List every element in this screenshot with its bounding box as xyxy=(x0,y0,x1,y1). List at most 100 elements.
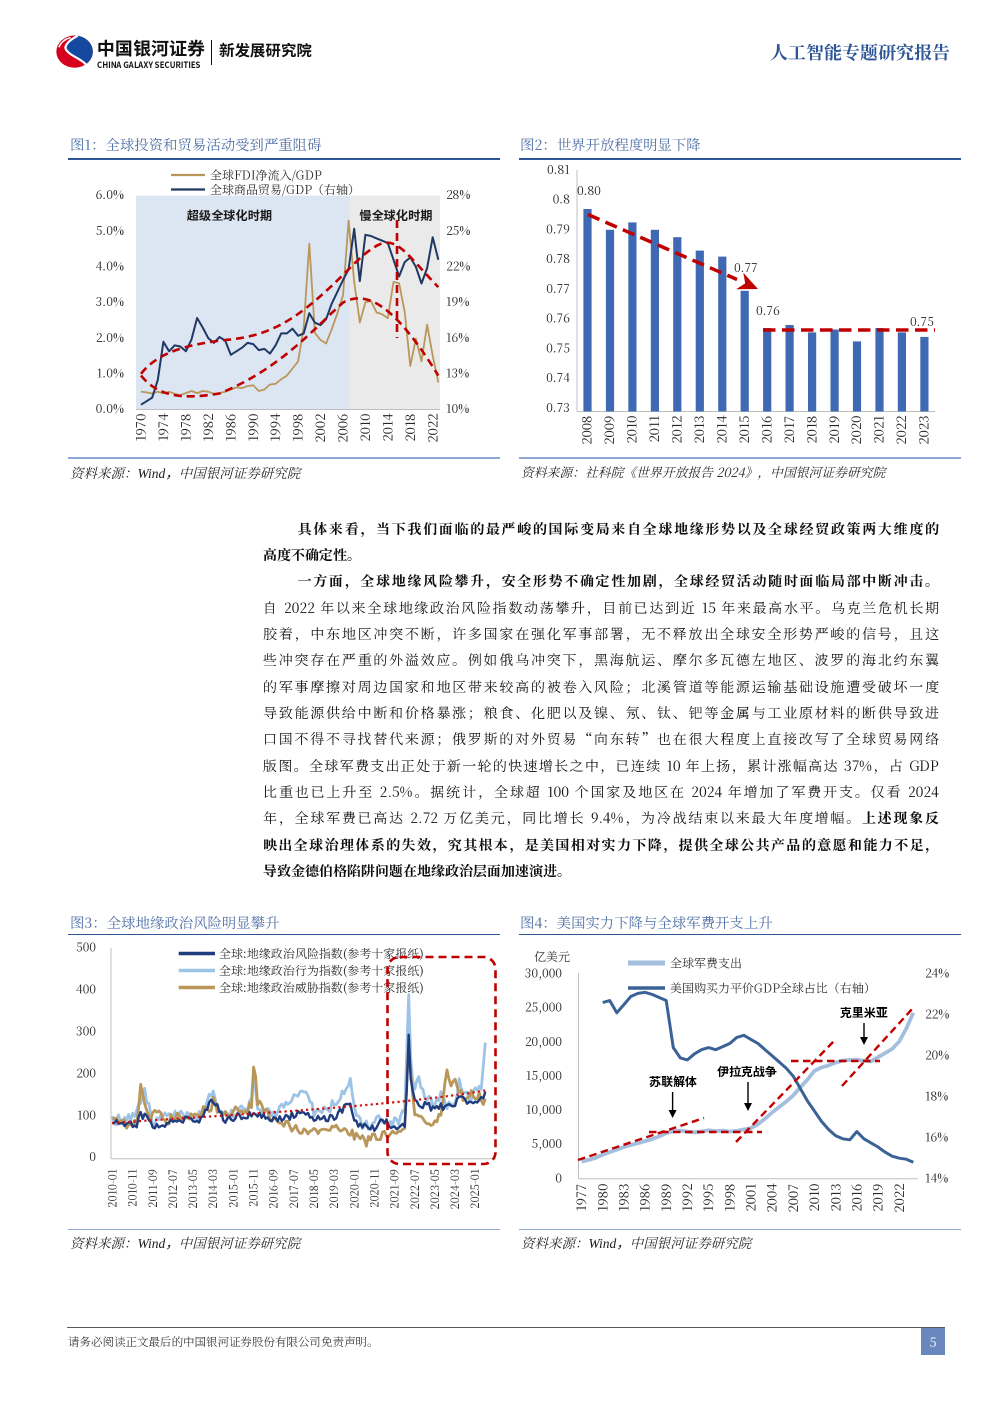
svg-text:2019-03: 2019-03 xyxy=(326,1169,342,1208)
svg-text:慢全球化时期: 慢全球化时期 xyxy=(359,206,432,224)
svg-text:0: 0 xyxy=(555,1169,562,1186)
svg-text:0.77: 0.77 xyxy=(546,280,570,297)
svg-text:1998: 1998 xyxy=(288,414,307,442)
svg-text:3.0%: 3.0% xyxy=(96,293,124,310)
svg-text:0.78: 0.78 xyxy=(546,250,570,267)
svg-text:6.0%: 6.0% xyxy=(96,186,124,203)
svg-text:1978: 1978 xyxy=(176,414,195,442)
svg-text:2014: 2014 xyxy=(377,413,396,442)
svg-text:24%: 24% xyxy=(925,964,949,981)
svg-text:1.0%: 1.0% xyxy=(97,364,124,381)
svg-text:2014-03: 2014-03 xyxy=(205,1169,221,1208)
svg-text:1983: 1983 xyxy=(614,1184,633,1212)
svg-text:全球:地缘政治威胁指数(参考十家报纸): 全球:地缘政治威胁指数(参考十家报纸) xyxy=(219,979,424,996)
svg-text:2024-03: 2024-03 xyxy=(447,1169,463,1209)
svg-text:1995: 1995 xyxy=(698,1184,717,1212)
svg-text:0: 0 xyxy=(89,1148,96,1165)
svg-text:2021-09: 2021-09 xyxy=(387,1169,403,1208)
svg-text:2023-05: 2023-05 xyxy=(427,1169,443,1209)
svg-text:2013-05: 2013-05 xyxy=(185,1169,201,1208)
svg-text:2010: 2010 xyxy=(804,1184,823,1212)
svg-text:300: 300 xyxy=(76,1022,96,1039)
svg-text:2017-07: 2017-07 xyxy=(286,1169,302,1208)
svg-text:2004: 2004 xyxy=(762,1183,781,1213)
svg-text:2022: 2022 xyxy=(422,414,441,443)
svg-text:2008: 2008 xyxy=(577,416,596,445)
svg-text:2009: 2009 xyxy=(599,416,618,445)
svg-text:2015-11: 2015-11 xyxy=(246,1169,262,1207)
svg-text:2018: 2018 xyxy=(400,414,419,442)
svg-text:16%: 16% xyxy=(925,1128,948,1145)
svg-text:2011: 2011 xyxy=(644,416,663,443)
svg-text:2022: 2022 xyxy=(891,416,910,445)
svg-text:1974: 1974 xyxy=(153,413,172,442)
svg-text:0.77: 0.77 xyxy=(734,259,758,276)
svg-text:2001: 2001 xyxy=(741,1184,760,1212)
svg-text:2018: 2018 xyxy=(801,416,820,444)
svg-text:0.76: 0.76 xyxy=(546,310,570,327)
svg-text:全球FDI净流入/GDP: 全球FDI净流入/GDP xyxy=(210,167,321,184)
svg-text:0.74: 0.74 xyxy=(546,369,570,386)
svg-text:全球军费支出: 全球军费支出 xyxy=(670,955,742,972)
svg-text:0.8: 0.8 xyxy=(553,191,570,208)
svg-text:全球:地缘政治行为指数(参考十家报纸): 全球:地缘政治行为指数(参考十家报纸) xyxy=(219,962,424,979)
svg-text:0.76: 0.76 xyxy=(756,302,780,319)
svg-text:1992: 1992 xyxy=(677,1184,696,1212)
svg-text:2010-01: 2010-01 xyxy=(105,1169,121,1208)
svg-text:美国购买力平价GDP全球占比（右轴）: 美国购买力平价GDP全球占比（右轴） xyxy=(670,980,876,997)
svg-text:0.75: 0.75 xyxy=(546,339,570,356)
svg-text:2020-11: 2020-11 xyxy=(366,1169,382,1208)
svg-text:18%: 18% xyxy=(925,1087,948,1104)
svg-text:2015-01: 2015-01 xyxy=(225,1169,241,1208)
svg-text:14%: 14% xyxy=(925,1169,948,1186)
svg-text:2020: 2020 xyxy=(846,416,865,445)
svg-text:克里米亚: 克里米亚 xyxy=(840,1004,888,1021)
svg-text:2012: 2012 xyxy=(667,416,686,444)
svg-text:13%: 13% xyxy=(446,364,469,381)
svg-text:1994: 1994 xyxy=(265,413,284,442)
svg-text:22%: 22% xyxy=(925,1005,949,1022)
svg-text:2016-09: 2016-09 xyxy=(266,1169,282,1208)
svg-text:1986: 1986 xyxy=(635,1184,654,1212)
svg-text:2023: 2023 xyxy=(914,416,933,445)
svg-text:2012-07: 2012-07 xyxy=(165,1169,181,1208)
svg-text:亿美元: 亿美元 xyxy=(534,948,570,965)
svg-text:0.80: 0.80 xyxy=(577,182,601,199)
svg-text:2017: 2017 xyxy=(779,416,798,444)
svg-text:2013: 2013 xyxy=(825,1184,844,1212)
svg-text:200: 200 xyxy=(76,1064,96,1081)
svg-text:28%: 28% xyxy=(446,186,470,203)
svg-text:10%: 10% xyxy=(446,400,469,417)
svg-text:2006: 2006 xyxy=(333,414,352,443)
svg-text:1990: 1990 xyxy=(243,414,262,442)
svg-text:100: 100 xyxy=(77,1106,96,1123)
svg-text:2011-09: 2011-09 xyxy=(145,1169,161,1208)
svg-text:400: 400 xyxy=(76,980,96,997)
svg-text:0.79: 0.79 xyxy=(546,220,570,237)
svg-text:25,000: 25,000 xyxy=(525,999,563,1016)
svg-text:15,000: 15,000 xyxy=(526,1067,562,1084)
svg-text:2018-05: 2018-05 xyxy=(306,1169,322,1208)
svg-text:2002: 2002 xyxy=(310,414,329,443)
svg-text:2013: 2013 xyxy=(689,416,708,444)
svg-text:2007: 2007 xyxy=(783,1184,802,1213)
svg-text:5.0%: 5.0% xyxy=(96,222,124,239)
svg-text:1980: 1980 xyxy=(592,1184,611,1212)
svg-text:0.81: 0.81 xyxy=(547,161,570,178)
svg-text:2016: 2016 xyxy=(756,416,775,444)
svg-text:20,000: 20,000 xyxy=(525,1033,562,1050)
svg-text:22%: 22% xyxy=(446,257,470,274)
svg-text:0.73: 0.73 xyxy=(546,399,570,416)
svg-text:16%: 16% xyxy=(446,329,469,346)
svg-text:苏联解体: 苏联解体 xyxy=(649,1073,697,1090)
svg-text:30,000: 30,000 xyxy=(525,964,562,981)
svg-text:全球:地缘政治风险指数(参考十家报纸): 全球:地缘政治风险指数(参考十家报纸) xyxy=(219,945,424,962)
svg-text:2010: 2010 xyxy=(622,416,641,444)
svg-text:2.0%: 2.0% xyxy=(96,329,124,346)
svg-text:19%: 19% xyxy=(446,293,469,310)
svg-text:4.0%: 4.0% xyxy=(96,257,124,274)
svg-text:2022-07: 2022-07 xyxy=(407,1169,423,1209)
svg-text:2014: 2014 xyxy=(712,415,731,444)
svg-text:1998: 1998 xyxy=(719,1184,738,1212)
svg-text:2010: 2010 xyxy=(355,414,374,442)
